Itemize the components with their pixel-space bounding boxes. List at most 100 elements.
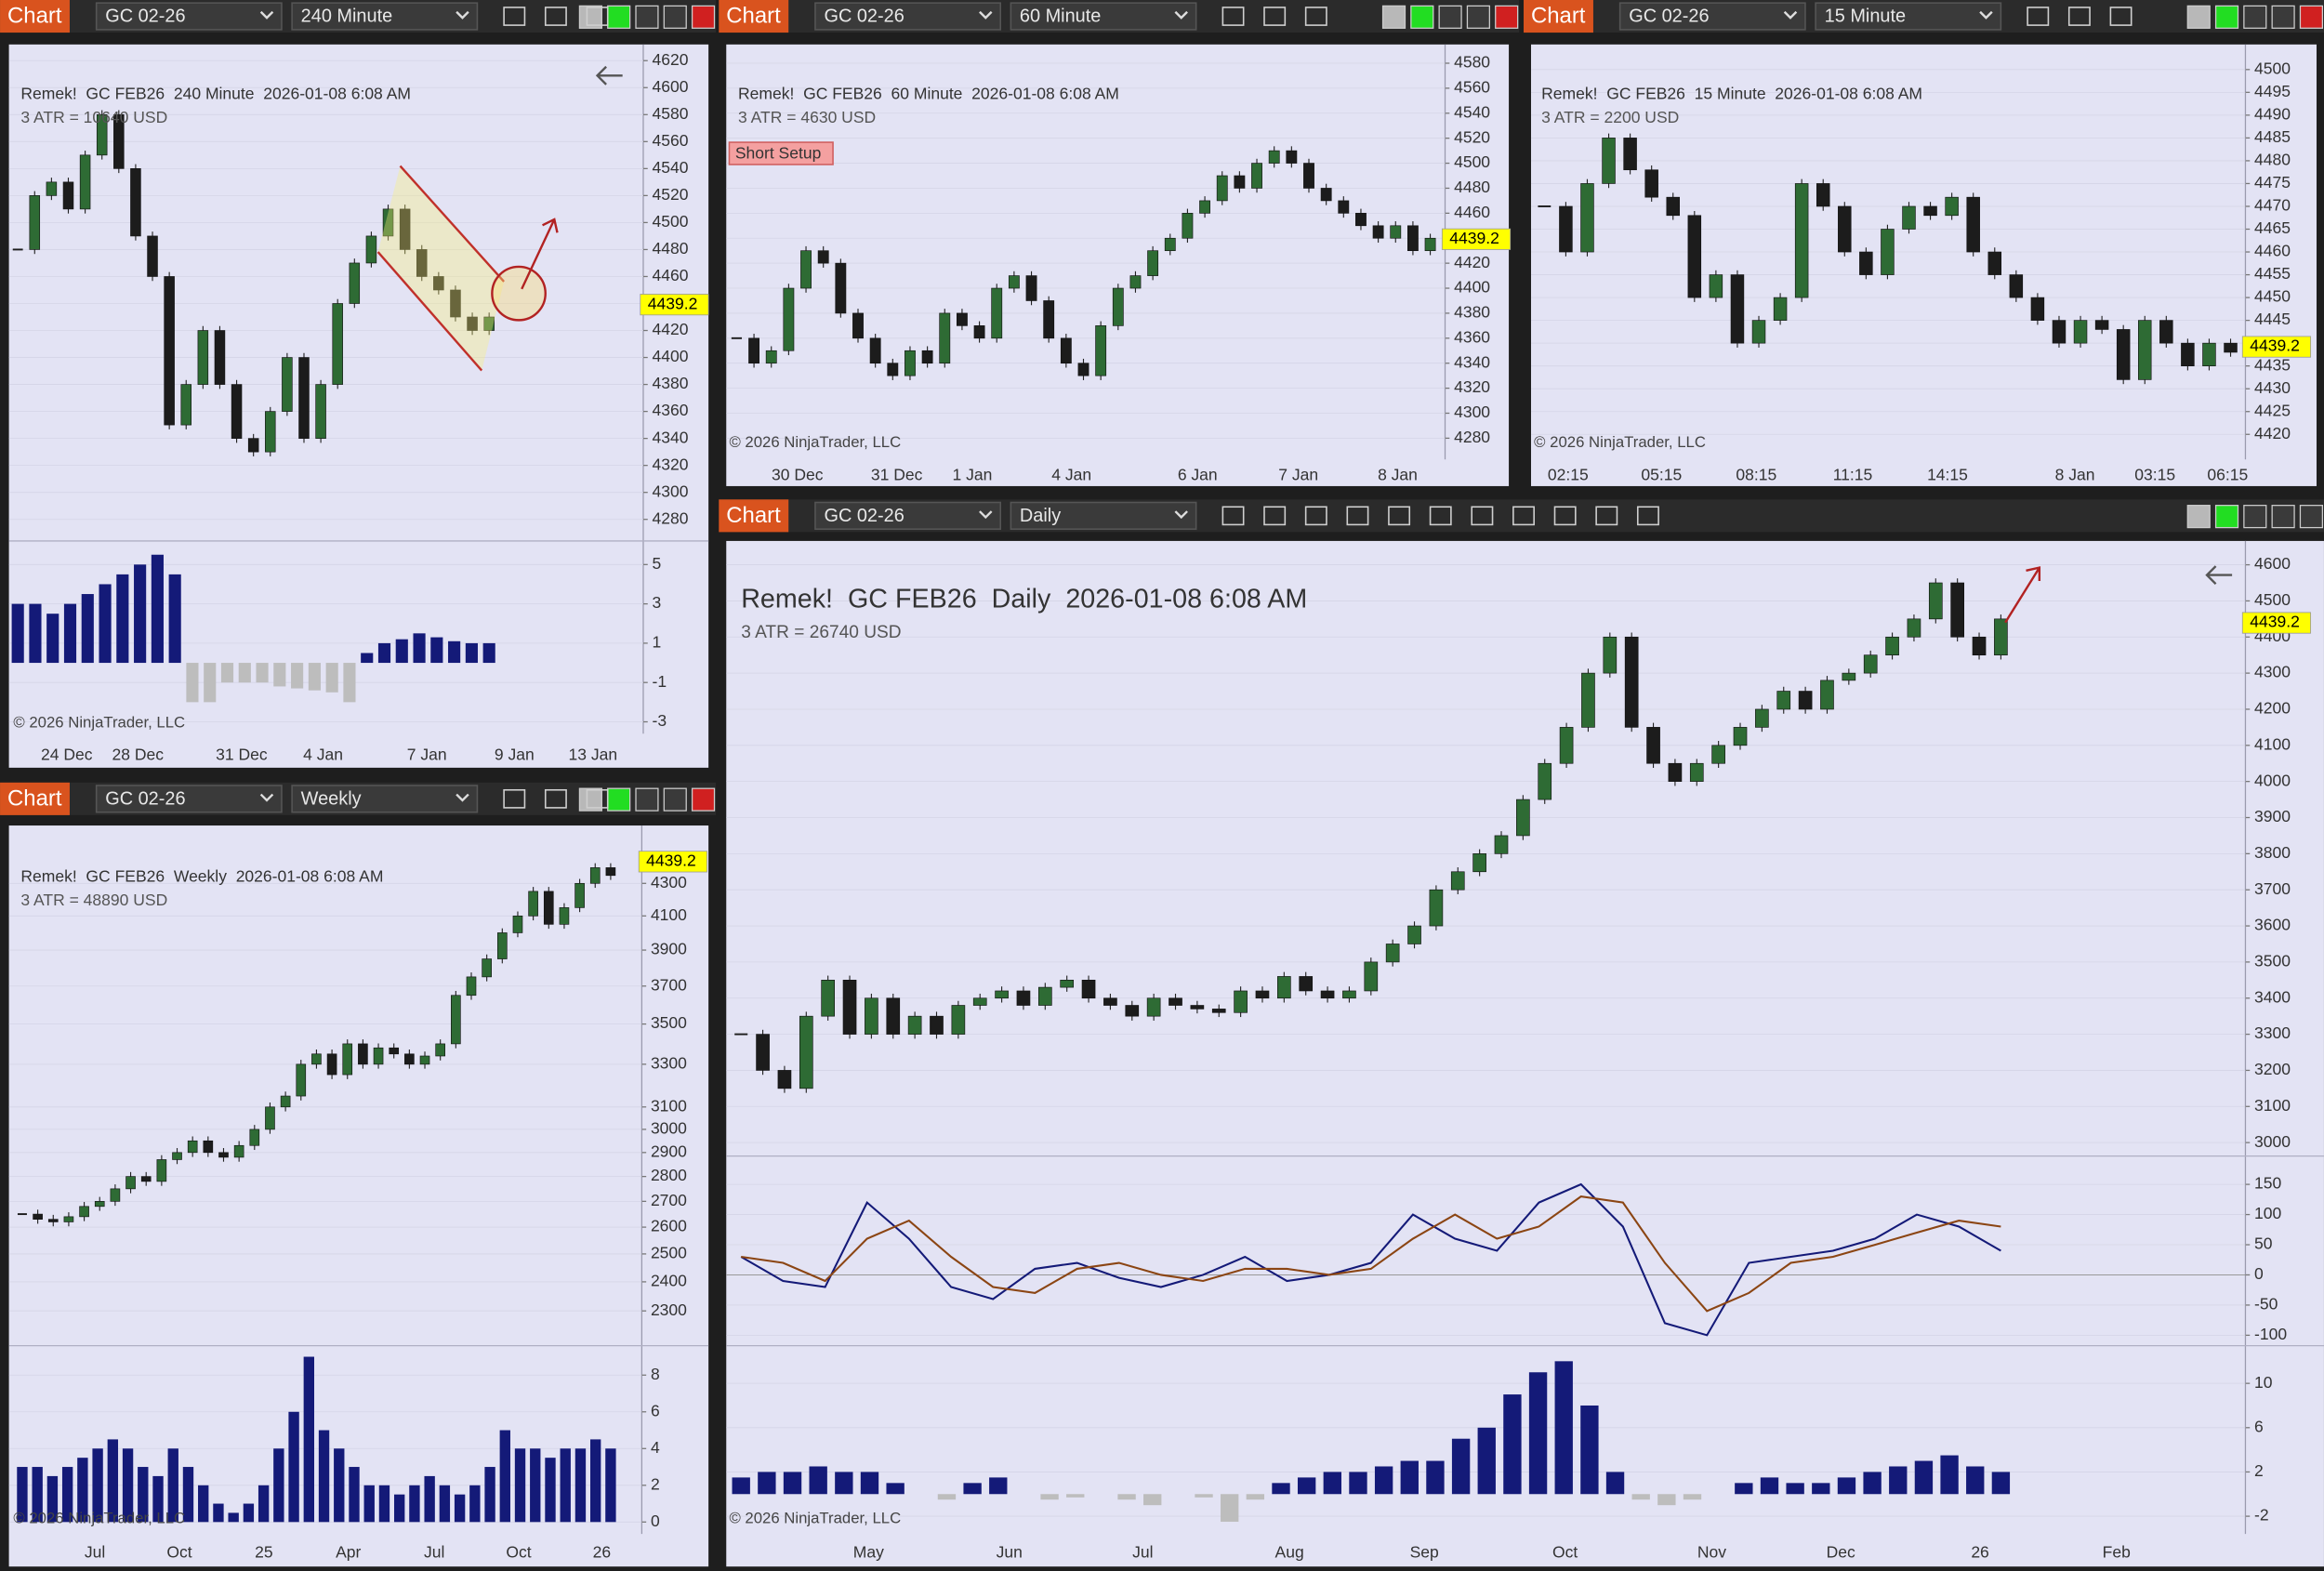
back-arrow[interactable] <box>2205 565 2233 586</box>
window-button[interactable] <box>2186 505 2211 529</box>
window-button[interactable] <box>2243 5 2267 29</box>
interval-dropdown[interactable] <box>1010 501 1197 530</box>
x-tick-label: 11:15 <box>1833 465 1873 483</box>
chart-title: Remek! GC FEB26 240 Minute 2026-01-08 6:… <box>20 85 411 103</box>
candle <box>1429 889 1444 927</box>
toolbar-icon[interactable] <box>1304 506 1327 526</box>
toolbar-icon[interactable] <box>503 788 526 809</box>
candle <box>1842 672 1856 681</box>
window-button[interactable] <box>578 5 602 29</box>
toolbar-icon[interactable] <box>544 7 567 26</box>
instrument-dropdown[interactable] <box>1618 2 1806 31</box>
x-tick-label: 8 Jan <box>2055 465 2095 483</box>
window-button[interactable] <box>2214 505 2239 529</box>
toolbar-icon[interactable] <box>2067 7 2091 26</box>
window-button[interactable] <box>2186 5 2211 29</box>
window-button[interactable] <box>663 787 687 812</box>
y-tick-label: 4450 <box>2254 287 2291 306</box>
window-button[interactable] <box>2299 505 2324 529</box>
toolbar-icon[interactable] <box>1346 506 1369 526</box>
candle <box>1751 320 1766 344</box>
x-tick-label: 06:15 <box>2207 465 2248 483</box>
candle <box>756 1034 770 1071</box>
y-tick-label: 4100 <box>2254 734 2291 753</box>
chart-tab-label: Chart <box>726 503 781 528</box>
window-button[interactable] <box>1381 5 1406 29</box>
y-tick-label: 4500 <box>653 212 689 231</box>
histogram-bar <box>186 663 199 703</box>
toolbar-icon[interactable] <box>1512 506 1535 526</box>
toolbar-icon[interactable] <box>1263 506 1287 526</box>
window-button[interactable] <box>1495 5 1519 29</box>
y-tick-label: 4300 <box>651 873 687 891</box>
toolbar-icon[interactable] <box>1263 7 1287 26</box>
chart-tab <box>719 499 789 533</box>
histogram-bar <box>482 642 495 664</box>
instrument-dropdown[interactable] <box>95 2 283 31</box>
back-arrow[interactable] <box>595 65 623 86</box>
histogram-bar <box>1991 1472 2011 1495</box>
window-button[interactable] <box>2214 5 2239 29</box>
window-button[interactable] <box>635 787 659 812</box>
window-button[interactable] <box>663 5 687 29</box>
dropdown-chevron <box>259 793 274 802</box>
candle <box>130 168 141 237</box>
toolbar-icon[interactable] <box>586 7 609 26</box>
candle <box>1580 183 1594 253</box>
toolbar-icon[interactable] <box>1388 506 1411 526</box>
candle <box>886 997 901 1035</box>
instrument-dropdown[interactable] <box>814 2 1002 31</box>
dropdown-chevron <box>1174 10 1188 20</box>
y-tick-label: 2900 <box>651 1142 687 1160</box>
window-button[interactable] <box>2271 505 2295 529</box>
window-button[interactable] <box>578 787 602 812</box>
toolbar-icon[interactable] <box>1553 506 1577 526</box>
y-tick-label: 3700 <box>2254 879 2291 898</box>
window-button[interactable] <box>2299 5 2324 29</box>
dropdown-chevron <box>1979 10 1993 20</box>
y-tick-label: 4560 <box>1454 78 1490 97</box>
window-button[interactable] <box>691 787 716 812</box>
window-button[interactable] <box>1410 5 1434 29</box>
window-button[interactable] <box>1466 5 1490 29</box>
window-button[interactable] <box>2271 5 2295 29</box>
interval-dropdown[interactable] <box>1815 2 2002 31</box>
toolbar-icon[interactable] <box>503 7 526 26</box>
toolbar-icon[interactable] <box>1304 7 1327 26</box>
interval-dropdown[interactable] <box>1010 2 1197 31</box>
toolbar-icon[interactable] <box>1221 7 1245 26</box>
candle <box>821 979 835 1017</box>
instrument-dropdown[interactable] <box>814 501 1002 530</box>
toolbar-icon[interactable] <box>2109 7 2133 26</box>
candle <box>33 1213 43 1220</box>
window-button[interactable] <box>635 5 659 29</box>
instrument-dropdown[interactable] <box>95 785 283 813</box>
candle <box>951 1005 966 1035</box>
y-tick-label: 4460 <box>1454 203 1490 221</box>
candle <box>203 1140 214 1154</box>
histogram-bar <box>257 1485 270 1523</box>
candle <box>2138 320 2152 380</box>
x-tick-label: 31 Dec <box>871 465 923 483</box>
toolbar-icon[interactable] <box>586 788 609 809</box>
window-button[interactable] <box>2243 505 2267 529</box>
toolbar-icon[interactable] <box>544 788 567 809</box>
toolbar-icon[interactable] <box>1471 506 1494 526</box>
window-button[interactable] <box>691 5 716 29</box>
interval-dropdown[interactable] <box>291 2 479 31</box>
window-button[interactable] <box>1438 5 1462 29</box>
window-button[interactable] <box>607 787 631 812</box>
toolbar-icon[interactable] <box>1429 506 1452 526</box>
toolbar-icon[interactable] <box>1595 506 1618 526</box>
window-button[interactable] <box>607 5 631 29</box>
candle <box>1355 213 1367 227</box>
interval-dropdown[interactable] <box>291 785 479 813</box>
histogram-bar <box>138 1467 149 1523</box>
candle <box>1885 636 1899 656</box>
toolbar-icon[interactable] <box>1636 506 1659 526</box>
candle <box>282 357 293 412</box>
toolbar-icon[interactable] <box>2027 7 2050 26</box>
toolbar-icon[interactable] <box>1221 506 1245 526</box>
candle <box>326 1053 337 1076</box>
